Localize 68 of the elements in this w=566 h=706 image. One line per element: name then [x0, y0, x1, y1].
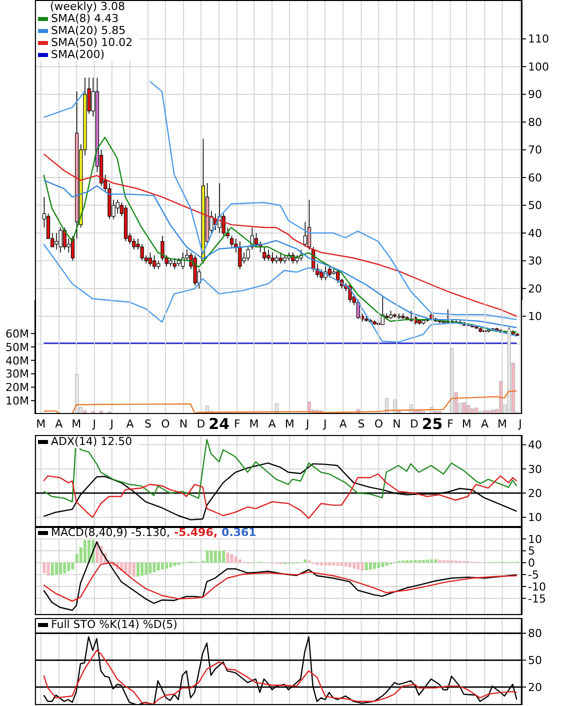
y-tick-label: 20: [528, 282, 542, 296]
y-tick-label: 10: [528, 511, 542, 524]
x-tick-label: A: [480, 418, 489, 430]
y-tick-label: 40: [528, 438, 542, 452]
x-tick-label: A: [55, 418, 64, 430]
y-tick-label: 10: [528, 532, 542, 546]
legend-label: SMA(200): [51, 48, 105, 61]
y-tick-label: 10: [528, 310, 542, 324]
legend-label: Full STO %K(14) %D(5): [51, 618, 178, 631]
x-tick-label: D: [410, 418, 418, 430]
x-tick-label: A: [339, 418, 348, 430]
x-tick-label: O: [161, 418, 170, 430]
x-tick-label: A: [126, 418, 134, 430]
y-tick-label: 40M: [6, 354, 29, 368]
chart-title: (weekly) 3.08: [49, 0, 126, 13]
y-tick-label: 20M: [6, 381, 29, 394]
y-tick-label: -5: [528, 568, 539, 582]
y-tick-label: 70: [528, 144, 542, 157]
annotation: 0.361: [222, 526, 256, 539]
x-tick-label: J: [322, 418, 327, 430]
y-tick-label: 100: [528, 60, 549, 74]
legend-label: SMA(8) 4.43: [51, 12, 119, 25]
x-tick-label: A: [268, 418, 276, 430]
x-tick-label: F: [447, 418, 454, 430]
y-tick-label: 40: [528, 226, 542, 240]
x-tick-label: N: [392, 418, 401, 430]
legend-label: ADX(14) 12.50: [51, 435, 132, 448]
legend-label: MACD(8,40,9) -5.130,: [51, 526, 170, 539]
x-tick-label: J: [109, 418, 114, 430]
x-tick-label: J: [518, 418, 522, 430]
y-tick-label: 30: [528, 254, 542, 268]
y-tick-label: 0: [528, 556, 535, 570]
x-tick-label: 25: [422, 415, 443, 433]
legend-label: SMA(20) 5.85: [51, 24, 126, 37]
legend-label: SMA(50) 10.02: [51, 36, 133, 49]
y-tick-label: 50: [528, 199, 542, 212]
x-tick-label: J: [92, 418, 96, 430]
y-tick-label: -15: [528, 592, 546, 606]
y-tick-label: 30M: [6, 368, 29, 381]
y-tick-label: 20: [528, 680, 542, 694]
x-tick-label: M: [497, 418, 507, 430]
text: -5.496,: [174, 526, 218, 539]
x-tick-label: M: [462, 418, 472, 430]
x-tick-label: M: [72, 418, 82, 430]
y-tick-label: 20: [528, 487, 542, 500]
y-tick-label: 50: [528, 654, 542, 668]
x-tick-label: M: [249, 418, 259, 430]
y-tick-label: 110: [528, 32, 549, 46]
y-tick-label: 50M: [6, 340, 29, 354]
x-tick-label: O: [374, 418, 384, 430]
y-tick-label: 5: [528, 544, 535, 558]
y-tick-label: 80: [528, 627, 542, 640]
y-tick-label: 10M: [6, 394, 29, 408]
x-tick-label: 24: [208, 415, 230, 433]
y-tick-label: 90: [528, 88, 542, 102]
y-tick-label: 60M: [6, 327, 29, 340]
x-tick-label: M: [284, 418, 294, 430]
x-tick-label: F: [234, 418, 240, 430]
x-tick-label: J: [305, 418, 310, 430]
x-tick-label: M: [36, 418, 46, 430]
y-tick-label: 80: [528, 116, 542, 129]
x-tick-label: N: [179, 418, 188, 430]
y-tick-label: 60: [528, 171, 542, 184]
y-tick-label: -10: [528, 580, 546, 594]
y-tick-label: 30: [528, 462, 542, 476]
x-tick-label: S: [144, 418, 152, 430]
x-tick-label: S: [358, 418, 365, 430]
x-tick-label: D: [196, 418, 206, 430]
